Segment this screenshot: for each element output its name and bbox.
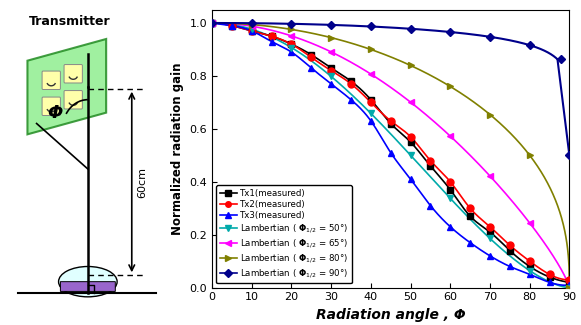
X-axis label: Radiation angle , Φ: Radiation angle , Φ [316,308,465,322]
Text: 60cm: 60cm [137,166,147,198]
FancyBboxPatch shape [64,65,83,83]
FancyBboxPatch shape [64,91,83,109]
FancyBboxPatch shape [42,71,60,89]
Polygon shape [27,39,106,134]
FancyBboxPatch shape [42,97,60,115]
Ellipse shape [59,266,117,297]
FancyBboxPatch shape [60,282,115,292]
Text: Transmitter: Transmitter [28,15,110,28]
Y-axis label: Normalized radiation gain: Normalized radiation gain [171,62,184,235]
Text: Φ: Φ [47,104,63,122]
Legend: Tx1(measured), Tx2(measured), Tx3(measured), Lambertian ( $\boldsymbol{\Phi}_{1/: Tx1(measured), Tx2(measured), Tx3(measur… [216,185,352,283]
